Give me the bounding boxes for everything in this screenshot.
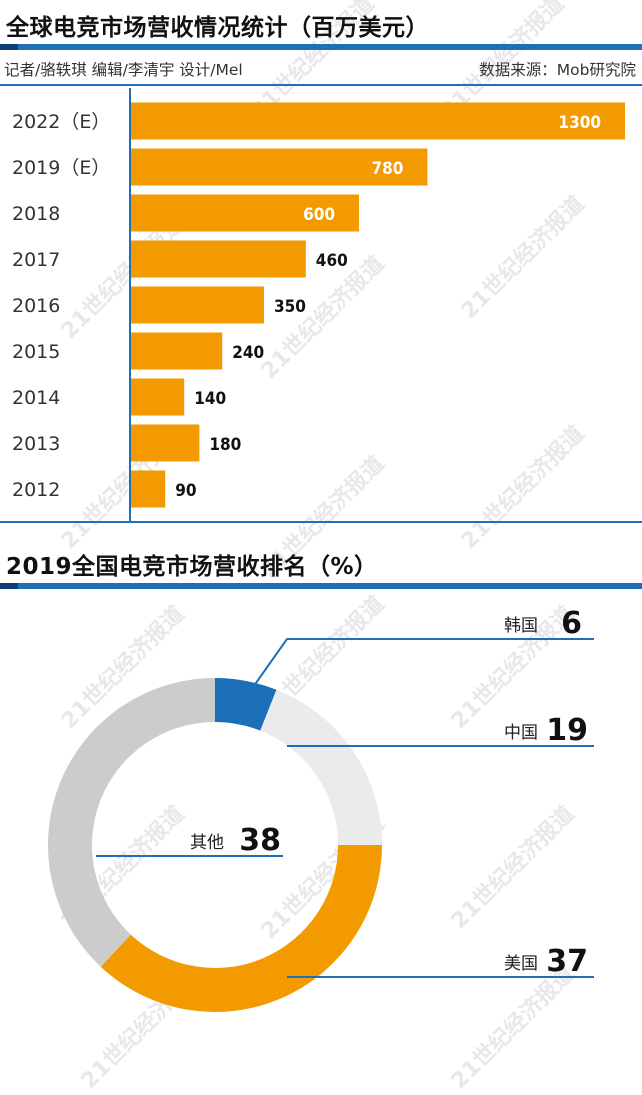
bar-category-label: 2014	[12, 387, 60, 409]
bar-value-label: 780	[371, 159, 403, 179]
credits-rule	[0, 84, 642, 86]
slice-value: 19	[546, 713, 588, 748]
bar-value-label: 180	[209, 435, 241, 455]
bar-chart: 2022（E） 1300 2019（E） 780 2018 600 2017 460 2016 3…	[12, 88, 625, 522]
bar-value-label: 600	[303, 205, 335, 225]
slice-label: 其他	[190, 833, 224, 853]
bar-category-label: 2013	[12, 433, 60, 455]
donut-slice	[215, 678, 277, 731]
slice-value: 6	[561, 606, 582, 641]
bar	[131, 378, 185, 416]
bar	[131, 286, 264, 324]
bar-value-label: 240	[232, 343, 264, 363]
bar-chart-bottom-rule	[0, 521, 642, 523]
bar-value-label: 1300	[558, 113, 601, 133]
bar	[131, 194, 359, 232]
bar-category-label: 2016	[12, 295, 60, 317]
donut-chart-title: 2019全国电竞市场营收排名（%）	[6, 554, 378, 580]
bar	[131, 102, 625, 140]
donut-chart-title-rule	[0, 583, 642, 589]
donut-slice	[100, 845, 382, 1012]
bar-chart-title: 全球电竞市场营收情况统计（百万美元）	[6, 15, 429, 41]
bar-category-label: 2019（E）	[12, 157, 110, 179]
donut-slice	[48, 678, 215, 967]
bar-category-label: 2018	[12, 203, 60, 225]
bar	[131, 424, 200, 462]
credits-source: 数据来源：Mob研究院	[479, 61, 636, 79]
bar-value-label: 140	[194, 389, 226, 409]
bar-chart-title-rule	[0, 44, 642, 50]
credits-authors: 记者/骆轶琪 编辑/李清宇 设计/Mel	[4, 61, 243, 79]
callout-line	[241, 638, 594, 704]
bar-value-label: 350	[274, 297, 306, 317]
bar-category-label: 2015	[12, 341, 60, 363]
slice-label: 韩国	[504, 616, 538, 636]
slice-value: 38	[239, 823, 281, 858]
bar-value-label: 460	[316, 251, 348, 271]
bar-category-label: 2022（E）	[12, 111, 110, 133]
bar	[131, 470, 166, 508]
slice-label: 中国	[504, 723, 538, 743]
slice-label: 美国	[504, 954, 538, 974]
bar	[131, 240, 306, 278]
bar-category-label: 2017	[12, 249, 60, 271]
bar-value-label: 90	[175, 481, 196, 501]
bar-category-label: 2012	[12, 479, 60, 501]
slice-value: 37	[546, 944, 588, 979]
bar	[131, 148, 428, 186]
donut-slice	[260, 689, 382, 845]
bar	[131, 332, 223, 370]
donut-chart: 韩国 6 中国 19 美国 37 其他 38	[48, 606, 594, 1012]
